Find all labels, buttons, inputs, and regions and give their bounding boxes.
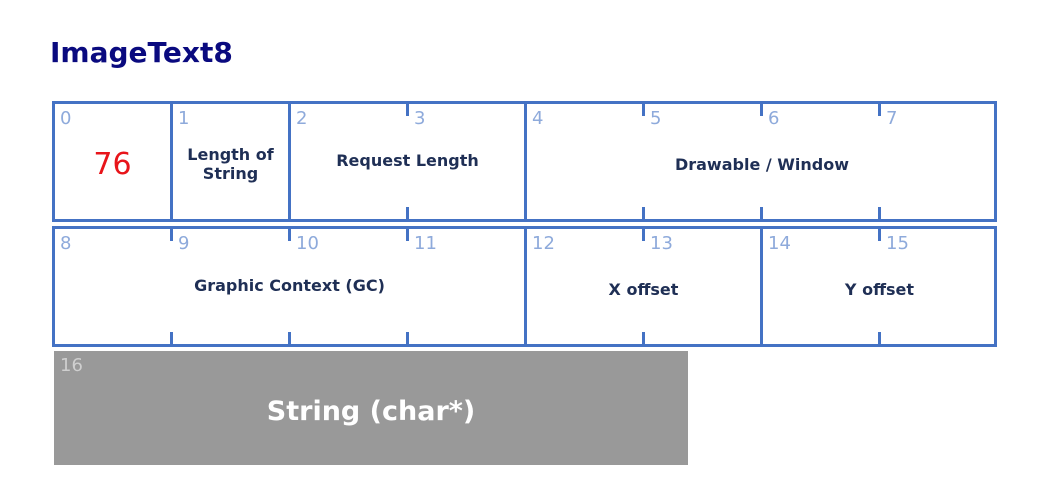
byte-number: 13 bbox=[650, 233, 673, 254]
byte-tick bbox=[288, 332, 291, 344]
byte-tick bbox=[642, 104, 645, 116]
byte-number: 3 bbox=[414, 108, 426, 129]
byte-tick bbox=[760, 207, 763, 219]
byte-tick bbox=[642, 332, 645, 344]
byte-number: 2 bbox=[296, 108, 308, 129]
byte-tick bbox=[760, 104, 763, 116]
byte-number: 11 bbox=[414, 233, 437, 254]
byte-number: 12 bbox=[532, 233, 555, 254]
drawable-field: Drawable / Window bbox=[674, 154, 850, 174]
byte-tick bbox=[406, 229, 409, 241]
y-offset-field: Y offset bbox=[844, 279, 915, 299]
byte-number: 5 bbox=[650, 108, 662, 129]
byte-number: 14 bbox=[768, 233, 791, 254]
byte-tick bbox=[406, 332, 409, 344]
field-divider bbox=[170, 104, 173, 219]
field-divider bbox=[524, 104, 527, 219]
byte-number: 16 bbox=[60, 355, 83, 376]
byte-tick bbox=[878, 104, 881, 116]
byte-number: 10 bbox=[296, 233, 319, 254]
byte-tick bbox=[878, 207, 881, 219]
byte-number: 6 bbox=[768, 108, 780, 129]
x-offset-field: X offset bbox=[608, 279, 679, 299]
graphic-context-field: Graphic Context (GC) bbox=[194, 275, 385, 295]
byte-number: 9 bbox=[178, 233, 190, 254]
byte-tick bbox=[878, 229, 881, 241]
byte-number: 7 bbox=[886, 108, 898, 129]
byte-tick bbox=[642, 229, 645, 241]
string-field: 16 String (char*) bbox=[54, 351, 688, 465]
length-of-string-field: Length of String bbox=[187, 145, 274, 183]
byte-tick bbox=[878, 332, 881, 344]
string-field-label: String (char*) bbox=[266, 395, 476, 427]
field-divider bbox=[288, 104, 291, 219]
opcode-value: 76 bbox=[93, 146, 132, 182]
diagram-title: ImageText8 bbox=[50, 36, 233, 69]
byte-tick bbox=[406, 104, 409, 116]
byte-tick bbox=[642, 207, 645, 219]
byte-tick bbox=[406, 207, 409, 219]
byte-number: 0 bbox=[60, 108, 72, 129]
field-divider bbox=[524, 229, 527, 344]
field-divider bbox=[760, 229, 763, 344]
packet-row-1: 0 1 2 3 4 5 6 7 76 Length of String Requ… bbox=[52, 101, 997, 222]
packet-row-2: 8 9 10 11 12 13 14 15 Graphic Context (G… bbox=[52, 226, 997, 347]
byte-tick bbox=[288, 229, 291, 241]
byte-number: 4 bbox=[532, 108, 544, 129]
byte-tick bbox=[170, 332, 173, 344]
byte-number: 15 bbox=[886, 233, 909, 254]
request-length-field: Request Length bbox=[336, 150, 479, 170]
byte-tick bbox=[170, 229, 173, 241]
byte-number: 8 bbox=[60, 233, 72, 254]
byte-number: 1 bbox=[178, 108, 190, 129]
